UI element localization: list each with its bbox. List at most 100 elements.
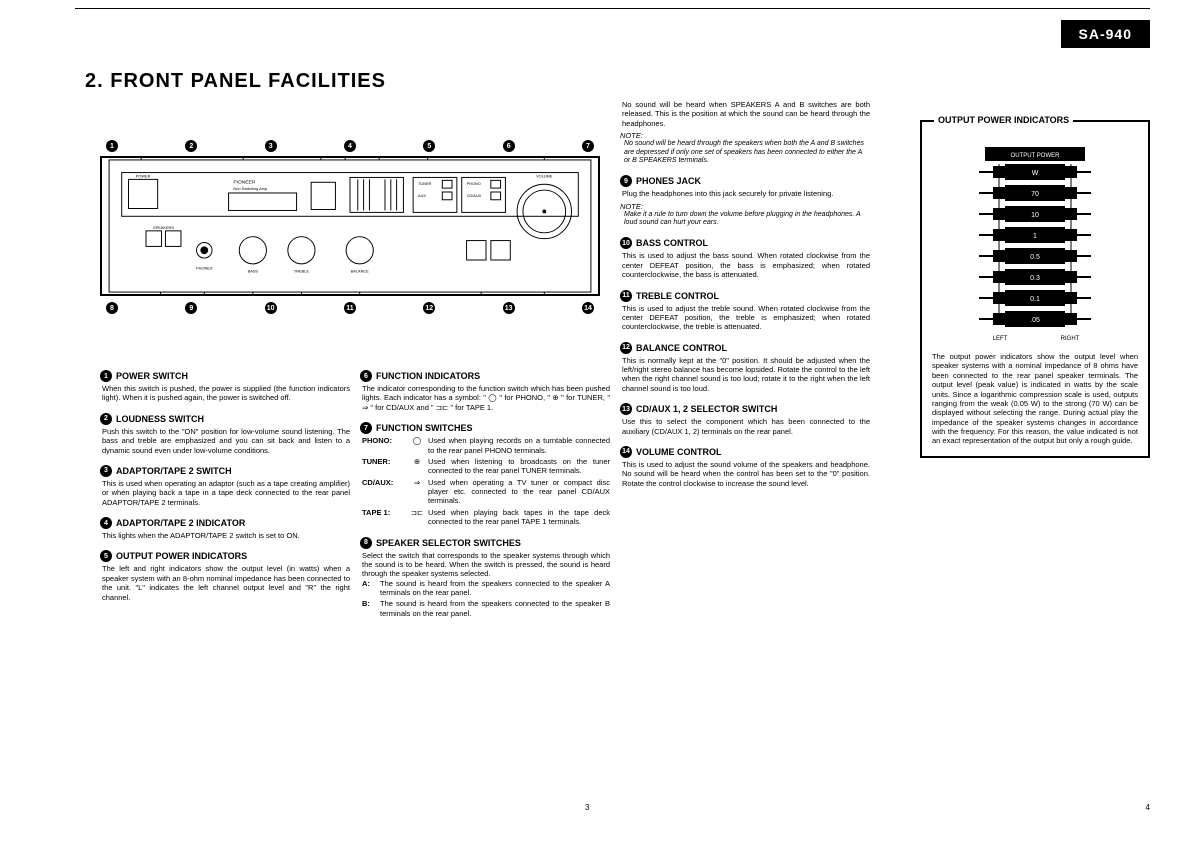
body-14: This is used to adjust the sound volume … (620, 460, 870, 488)
svg-text:BALANCE: BALANCE (351, 269, 370, 274)
svg-text:TUNER: TUNER (418, 181, 432, 186)
body-2: Push this switch to the "ON" position fo… (100, 427, 350, 455)
num-5: 5 (100, 550, 112, 562)
num-9: 9 (620, 175, 632, 187)
svg-text:0.5: 0.5 (1030, 254, 1040, 261)
item-7: 7FUNCTION SWITCHESPHONO:◯Used when playi… (360, 422, 610, 526)
callout-1: 1 (106, 140, 118, 152)
svg-text:.05: .05 (1030, 317, 1040, 324)
body-8: Select the switch that corresponds to th… (360, 551, 610, 579)
column-2: 6FUNCTION INDICATORSThe indicator corres… (360, 370, 610, 628)
heading-2: LOUDNESS SWITCH (116, 414, 204, 424)
page-number-left: 3 (585, 803, 589, 812)
item-14: 14 VOLUME CONTROL This is used to adjust t… (620, 446, 870, 488)
svg-text:CD/AUX: CD/AUX (467, 193, 482, 198)
svg-text:BASS: BASS (248, 269, 259, 274)
heading-1: POWER SWITCH (116, 371, 188, 381)
callout-12: 12 (423, 302, 435, 314)
num-6: 6 (360, 370, 372, 382)
heading-12: BALANCE CONTROL (636, 343, 727, 353)
num-14: 14 (620, 446, 632, 458)
heading-8: SPEAKER SELECTOR SWITCHES (376, 538, 521, 548)
svg-text:AUX: AUX (418, 193, 426, 198)
power-box-title: OUTPUT POWER INDICATORS (934, 115, 1073, 125)
callout-4: 4 (344, 140, 356, 152)
body-1: When this switch is pushed, the power is… (100, 384, 350, 403)
model-badge: SA-940 (1061, 20, 1150, 48)
num-13: 13 (620, 403, 632, 415)
callout-7: 7 (582, 140, 594, 152)
item-12: 12 BALANCE CONTROL This is normally kept a… (620, 342, 870, 394)
item-8: 8 SPEAKER SELECTOR SWITCHES Select the swi… (360, 537, 610, 619)
panel-svg: POWER PIONEER Non Switching Amp TUNER AU… (100, 156, 600, 296)
item-11: 11 TREBLE CONTROL This is used to adjust t… (620, 290, 870, 332)
body-6: The indicator corresponding to the funct… (360, 384, 610, 412)
body-3: This is used when operating an adaptor (… (100, 479, 350, 507)
item-5: 5OUTPUT POWER INDICATORSThe left and rig… (100, 550, 350, 602)
item-4: 4 ADAPTOR/TAPE 2 INDICATOR This lights whe… (100, 517, 350, 540)
top-rule (75, 8, 1150, 9)
body-11: This is used to adjust the treble sound.… (620, 304, 870, 332)
num-7: 7 (360, 422, 372, 434)
num-3: 3 (100, 465, 112, 477)
heading-11: TREBLE CONTROL (636, 291, 719, 301)
svg-text:SPEAKERS: SPEAKERS (153, 225, 174, 230)
num-12: 12 (620, 342, 632, 354)
body-9: Plug the headphones into this jack secur… (620, 189, 870, 198)
num-8: 8 (360, 537, 372, 549)
callout-2: 2 (185, 140, 197, 152)
heading-3: ADAPTOR/TAPE 2 SWITCH (116, 466, 232, 476)
item-3: 3 ADAPTOR/TAPE 2 SWITCH This is used when … (100, 465, 350, 507)
power-indicator-graphic: OUTPUT POWER W701010.50.30.1.05 LEFT RIG… (975, 142, 1095, 342)
callout-row-top: 1 2 3 4 5 6 7 (100, 140, 600, 152)
svg-text:0.3: 0.3 (1030, 275, 1040, 282)
item-10: 10BASS CONTROLThis is used to adjust the… (620, 237, 870, 279)
svg-text:LEFT: LEFT (993, 336, 1008, 342)
item-2: 2 LOUDNESS SWITCH Push this switch to the … (100, 413, 350, 455)
page-number-right: 4 (1146, 803, 1150, 812)
svg-text:10: 10 (1031, 212, 1039, 219)
front-panel-diagram: 1 2 3 4 5 6 7 POWER PIONEER Non Switchin… (100, 140, 600, 318)
column-3: No sound will be heard when SPEAKERS A a… (620, 100, 870, 498)
svg-text:VOLUME: VOLUME (536, 173, 553, 178)
svg-text:0.1: 0.1 (1030, 296, 1040, 303)
svg-text:PIONEER: PIONEER (233, 179, 255, 185)
svg-text:Non Switching Amp: Non Switching Amp (233, 186, 267, 191)
col3-pre: No sound will be heard when SPEAKERS A a… (620, 100, 870, 165)
callout-10: 10 (265, 302, 277, 314)
num-10: 10 (620, 237, 632, 249)
body-5: The left and right indicators show the o… (100, 564, 350, 602)
callout-row-bottom: 8 9 10 11 12 13 14 (100, 302, 600, 314)
num-4: 4 (100, 517, 112, 529)
callout-11: 11 (344, 302, 356, 314)
heading-4: ADAPTOR/TAPE 2 INDICATOR (116, 518, 245, 528)
callout-14: 14 (582, 302, 594, 314)
svg-text:PHONES: PHONES (196, 266, 213, 271)
heading-7: FUNCTION SWITCHES (376, 423, 473, 433)
body-4: This lights when the ADAPTOR/TAPE 2 swit… (100, 531, 350, 540)
svg-text:RIGHT: RIGHT (1061, 336, 1080, 342)
svg-text:1: 1 (1033, 233, 1037, 240)
svg-text:70: 70 (1031, 191, 1039, 198)
column-1: 1 POWER SWITCH When this switch is pushed,… (100, 370, 350, 612)
callout-13: 13 (503, 302, 515, 314)
heading-9: PHONES JACK (636, 176, 701, 186)
body-13: Use this to select the component which h… (620, 417, 870, 436)
num-11: 11 (620, 290, 632, 302)
heading-14: VOLUME CONTROL (636, 447, 722, 457)
item-6: 6FUNCTION INDICATORSThe indicator corres… (360, 370, 610, 412)
item-1: 1 POWER SWITCH When this switch is pushed,… (100, 370, 350, 403)
page-title: 2. FRONT PANEL FACILITIES (85, 70, 386, 93)
body-12: This is normally kept at the "0" positio… (620, 356, 870, 394)
power-box-description: The output power indicators show the out… (932, 352, 1138, 446)
num-2: 2 (100, 413, 112, 425)
svg-text:PHONO: PHONO (467, 181, 481, 186)
callout-5: 5 (423, 140, 435, 152)
heading-13: CD/AUX 1, 2 SELECTOR SWITCH (636, 404, 777, 414)
num-1: 1 (100, 370, 112, 382)
svg-text:POWER: POWER (136, 173, 151, 178)
callout-8: 8 (106, 302, 118, 314)
callout-9: 9 (185, 302, 197, 314)
output-power-indicators-box: OUTPUT POWER INDICATORS OUTPUT POWER W70… (920, 120, 1150, 458)
item-9: 9 PHONES JACK Plug the headphones into thi… (620, 175, 870, 227)
